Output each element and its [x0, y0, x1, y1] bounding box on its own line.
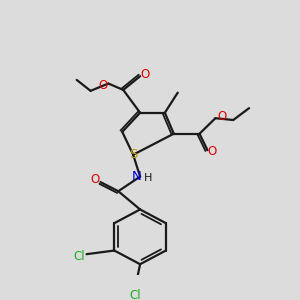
- Text: O: O: [140, 68, 150, 81]
- Text: Cl: Cl: [129, 289, 141, 300]
- Text: O: O: [99, 79, 108, 92]
- Text: H: H: [144, 172, 152, 182]
- Text: O: O: [90, 173, 99, 186]
- Text: N: N: [132, 170, 142, 183]
- Text: S: S: [129, 148, 137, 161]
- Text: O: O: [208, 146, 217, 158]
- Text: O: O: [218, 110, 227, 123]
- Text: Cl: Cl: [74, 250, 85, 263]
